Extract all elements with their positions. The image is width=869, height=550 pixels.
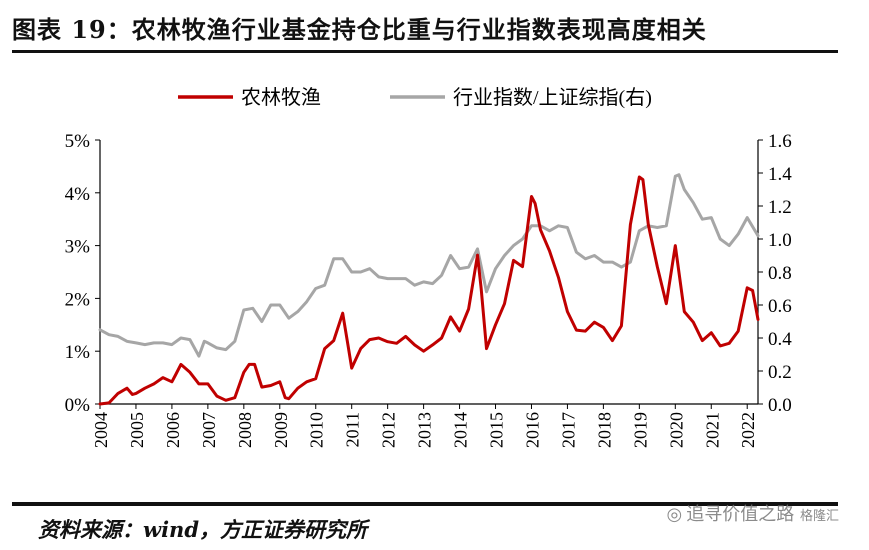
y-right-tick-label: 1.6 xyxy=(768,131,792,152)
y-left-tick-label: 0% xyxy=(65,395,91,416)
x-tick-label: 2019 xyxy=(630,412,650,448)
y-left-tick-label: 2% xyxy=(65,289,91,310)
series-line-fund-weight xyxy=(98,175,760,406)
y-right-tick-label: 0.8 xyxy=(768,263,792,284)
legend-item-index-ratio: 行业指数/上证综指(右) xyxy=(390,86,652,109)
x-tick-label: 2015 xyxy=(487,412,507,448)
x-tick-label: 2008 xyxy=(235,412,255,448)
series-line-index-ratio xyxy=(98,173,760,358)
y-right-tick-label: 1.2 xyxy=(768,197,792,218)
x-tick-label: 2022 xyxy=(738,412,758,448)
y-right-tick-label: 1.4 xyxy=(768,164,792,185)
y-right-tick-label: 1.0 xyxy=(768,230,792,251)
x-tick-label: 2016 xyxy=(522,412,542,448)
x-tick-label: 2013 xyxy=(415,412,435,448)
x-tick-label: 2005 xyxy=(127,412,147,448)
x-tick-label: 2010 xyxy=(307,412,327,448)
source-note: 资料来源：wind，方正证券研究所 xyxy=(38,517,368,542)
wechat-icon: ◎ xyxy=(666,504,683,525)
legend-label: 农林牧渔 xyxy=(241,86,321,109)
legend-item-fund-weight: 农林牧渔 xyxy=(178,86,321,109)
watermark-text: 追寻价值之路 xyxy=(686,504,795,525)
x-tick-label: 2009 xyxy=(271,412,291,448)
y-right-tick-label: 0.6 xyxy=(768,296,792,317)
chart-legend: 农林牧渔 行业指数/上证综指(右) xyxy=(178,86,652,109)
chart: 0% 1% 2% 3% 4% 5% 0.0 0.2 0.4 0.6 0.8 1.0 1.2 1.4 1.6 2… xyxy=(65,86,793,448)
y-left-tick-label: 4% xyxy=(65,184,91,205)
watermark-sub: 格隆汇 xyxy=(799,509,839,524)
watermark: ◎ 追寻价值之路 格隆汇 xyxy=(667,500,839,526)
chart-axes: 0% 1% 2% 3% 4% 5% 0.0 0.2 0.4 0.6 0.8 1.0 1.2 1.4 1.6 2… xyxy=(65,131,793,448)
x-tick-label: 2011 xyxy=(343,412,363,447)
title-rule xyxy=(12,50,838,53)
chart-lines xyxy=(98,173,760,406)
x-tick-label: 2012 xyxy=(379,412,399,448)
y-right-tick-label: 0.0 xyxy=(768,395,792,416)
x-tick-label: 2021 xyxy=(702,412,722,448)
y-right-tick-label: 0.2 xyxy=(768,362,792,383)
x-tick-label: 2020 xyxy=(666,412,686,448)
y-right-tick-label: 0.4 xyxy=(768,329,792,350)
x-tick-label: 2006 xyxy=(163,412,183,448)
y-left-tick-label: 1% xyxy=(65,342,91,363)
y-left-tick-label: 3% xyxy=(65,237,91,258)
x-tick-label: 2004 xyxy=(91,412,111,448)
y-left-tick-label: 5% xyxy=(65,131,91,152)
x-tick-label: 2018 xyxy=(594,412,614,448)
footer-rule xyxy=(12,502,838,506)
chart-title: 图表 19：农林牧渔行业基金持仓比重与行业指数表现高度相关 xyxy=(12,15,707,44)
x-tick-label: 2007 xyxy=(199,412,219,448)
legend-label: 行业指数/上证综指(右) xyxy=(453,86,652,109)
x-tick-label: 2014 xyxy=(451,412,471,448)
x-tick-label: 2017 xyxy=(558,412,578,448)
